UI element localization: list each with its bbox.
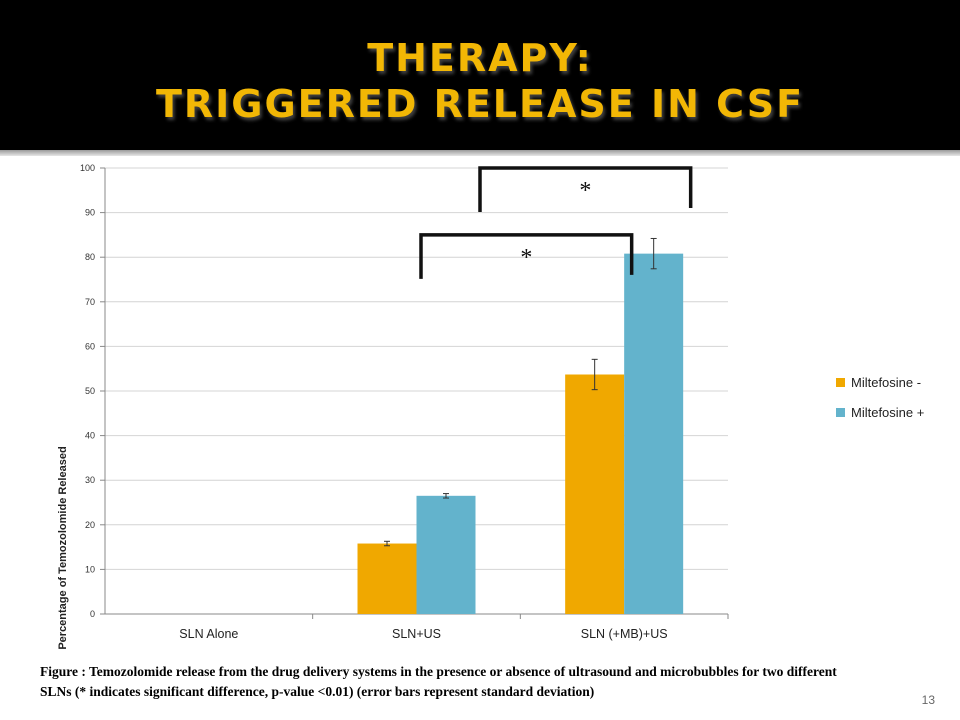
legend-label: Miltefosine - (851, 374, 922, 390)
y-tick-label: 50 (85, 386, 95, 396)
y-tick-label: 90 (85, 208, 95, 218)
slide-title-line-2: TRIGGERED RELEASE IN CSF (155, 82, 805, 126)
y-tick-label: 20 (85, 520, 95, 530)
header-band (0, 0, 960, 150)
header-divider (0, 150, 960, 156)
y-tick-label: 100 (80, 163, 95, 173)
bar (624, 253, 684, 614)
legend-label: Miltefosine + (851, 404, 925, 420)
y-tick-label: 70 (85, 297, 95, 307)
y-tick-label: 80 (85, 252, 95, 262)
y-tick-label: 40 (85, 431, 95, 441)
page-number: 13 (921, 693, 935, 707)
figure-caption: Figure : Temozolomide release from the d… (40, 664, 837, 699)
legend-item-miltefosine-plus: Miltefosine + (836, 402, 960, 422)
x-tick-label: SLN+US (392, 627, 441, 641)
slide-title-line-1: THERAPY: (367, 36, 593, 80)
significance-bracket (419, 233, 634, 279)
significance-annotations: ** (419, 166, 693, 279)
bars (357, 253, 684, 614)
x-tick-label: SLN Alone (179, 627, 238, 641)
bar-chart: 0 10 20 30 40 50 60 70 80 90 100 SLN Alone SLN+US SLN… (57, 163, 729, 650)
chart-legend: Miltefosine - Miltefosine + (836, 372, 960, 432)
legend-swatch (836, 377, 845, 387)
bar (565, 374, 625, 614)
legend-swatch (836, 407, 845, 417)
significance-star: * (579, 178, 591, 204)
y-tick-label: 60 (85, 341, 95, 351)
error-bars (384, 237, 657, 547)
legend-item-miltefosine-minus: Miltefosine - (836, 372, 960, 392)
y-tick-label: 30 (85, 475, 95, 485)
bar (357, 543, 417, 614)
y-tick-label: 10 (85, 564, 95, 574)
y-tick-label: 0 (90, 609, 95, 619)
y-axis-label: Percentage of Temozolomide Released (57, 446, 69, 649)
x-tick-label: SLN (+MB)+US (581, 627, 668, 641)
significance-bracket (478, 166, 693, 212)
significance-star: * (520, 245, 532, 271)
bar (416, 495, 476, 614)
